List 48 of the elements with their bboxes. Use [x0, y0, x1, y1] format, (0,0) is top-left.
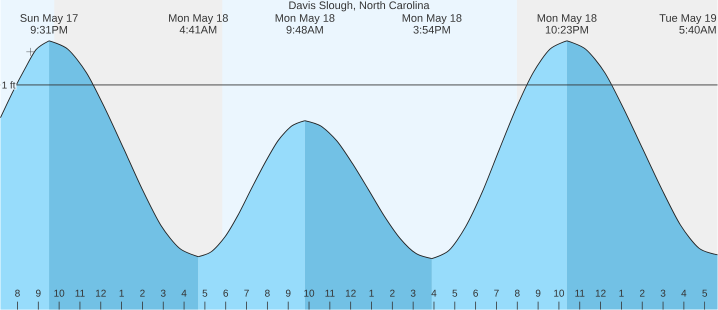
- x-tick-label: 10: [304, 290, 314, 297]
- x-tick-label: 9: [36, 290, 41, 297]
- text: 5:40AM: [679, 26, 716, 34]
- text: 9:48AM: [286, 26, 323, 34]
- x-tick-label: 5: [452, 290, 458, 297]
- x-tick-label: 1: [120, 290, 124, 297]
- text: Tue May 19: [659, 14, 716, 24]
- text: 10:23PM: [546, 26, 588, 34]
- x-tick-label: 12: [96, 290, 106, 297]
- x-tick-label: 10: [54, 290, 64, 297]
- x-tick-label: 10: [554, 290, 564, 297]
- text: Mon May 18: [402, 14, 462, 24]
- x-tick-label: 5: [702, 290, 708, 297]
- text: Mon May 18: [276, 14, 334, 24]
- x-tick-label: 12: [346, 290, 356, 297]
- text: Sun May 17: [20, 14, 78, 24]
- ref-line-label: 1 ft: [2, 81, 16, 89]
- x-tick-label: 3: [160, 290, 166, 297]
- x-tick-label: 6: [223, 290, 228, 297]
- x-tick-label: 8: [265, 290, 270, 297]
- x-tick-label: 9: [536, 290, 540, 297]
- x-tick-label: 11: [76, 290, 85, 297]
- x-tick-label: 3: [410, 290, 416, 297]
- x-tick-label: 2: [140, 290, 145, 297]
- x-tick-label: 8: [15, 290, 20, 297]
- x-tick-label: 8: [514, 290, 520, 297]
- x-tick-label: 11: [325, 290, 335, 297]
- text: Mon May 18: [169, 14, 228, 24]
- x-tick-label: 3: [660, 290, 666, 297]
- x-tick-label: 4: [431, 290, 436, 297]
- text: 3:54PM: [413, 26, 450, 34]
- x-tick-label: 7: [244, 290, 249, 297]
- x-tick-label: 4: [681, 290, 686, 297]
- x-tick-label: 1: [619, 290, 624, 297]
- text: 4:41AM: [180, 26, 216, 34]
- x-tick-label: 12: [596, 290, 606, 297]
- x-tick-label: 1: [369, 290, 374, 297]
- text: Mon May 18: [538, 14, 597, 24]
- x-tick-label: 11: [575, 290, 584, 297]
- x-tick-label: 6: [473, 290, 478, 297]
- x-tick-label: 9: [286, 290, 291, 297]
- x-tick-label: 7: [494, 290, 499, 297]
- chart-title: Davis Slough, North Carolina: [289, 1, 430, 12]
- text: 9:31PM: [30, 26, 67, 34]
- x-tick-label: 2: [390, 290, 395, 297]
- x-tick-label: 2: [640, 290, 644, 297]
- x-tick-label: 5: [202, 290, 208, 297]
- x-tick-label: 4: [182, 290, 187, 297]
